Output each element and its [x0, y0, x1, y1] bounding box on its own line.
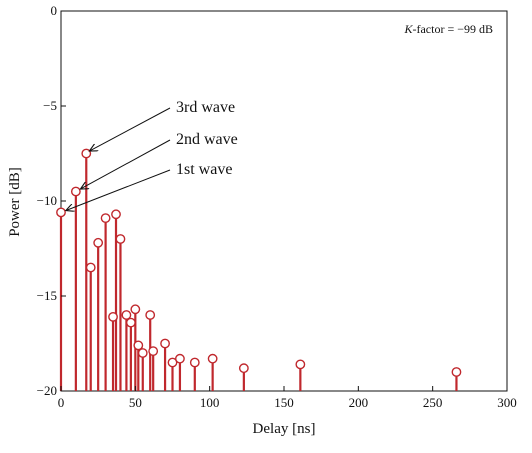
y-tick-label: −15	[37, 288, 57, 303]
y-axis-ticks: 0 −5 −10 −15 −20	[37, 3, 66, 398]
stem-marker	[145, 310, 156, 320]
stem-marker	[70, 186, 81, 197]
y-tick-label: −5	[43, 98, 57, 113]
stem-marker	[207, 353, 218, 364]
x-tick-label: 0	[58, 395, 65, 410]
stem-marker	[189, 357, 200, 368]
annotation-arrow	[67, 169, 171, 210]
annotation-label: 3rd wave	[176, 99, 235, 116]
y-tick-label: −10	[37, 193, 57, 208]
stem-marker	[451, 367, 462, 377]
annotation-arrow	[90, 107, 171, 151]
k-factor-value: -factor = −99 dB	[412, 22, 493, 36]
x-tick-label: 150	[274, 395, 294, 410]
stem-marker	[175, 353, 185, 364]
x-tick-label: 300	[497, 395, 517, 410]
stem-marker	[130, 304, 141, 315]
stem-marker	[125, 317, 136, 328]
stem-marker	[115, 234, 126, 244]
annotations-group: 3rd wave 2nd wave 1st wave	[67, 99, 238, 210]
k-factor-symbol: K	[403, 22, 413, 36]
markers-group	[56, 148, 462, 377]
y-axis-title: Power [dB]	[7, 167, 23, 237]
stem-marker	[100, 213, 111, 224]
stem-marker	[93, 237, 104, 248]
x-tick-label: 200	[349, 395, 369, 410]
x-axis-title: Delay [ns]	[253, 421, 316, 437]
stem-marker	[85, 262, 96, 273]
stem-marker	[81, 148, 92, 159]
plot-area-frame	[60, 10, 508, 392]
stem-marker	[148, 346, 159, 356]
stem-marker	[133, 340, 144, 351]
x-tick-label: 250	[423, 395, 443, 410]
annotation-arrow	[81, 139, 171, 189]
y-tick-label: −20	[37, 383, 57, 398]
x-axis-ticks: 0 50 100 150 200 250 300	[58, 386, 517, 410]
x-tick-label: 100	[200, 395, 220, 410]
stem-marker	[111, 209, 121, 220]
stem-marker	[167, 357, 178, 368]
y-tick-label: 0	[51, 3, 58, 18]
stem-marker	[108, 311, 118, 322]
stem-marker	[295, 359, 306, 370]
stem-marker	[121, 310, 132, 320]
annotation-label: 1st wave	[176, 161, 232, 178]
annotation-label: 2nd wave	[176, 131, 238, 148]
k-factor-label: K-factor = −99 dB	[403, 22, 493, 36]
stem-marker	[137, 348, 148, 358]
x-tick-label: 50	[129, 395, 142, 410]
stem-marker	[238, 363, 249, 374]
stem-marker	[160, 338, 170, 349]
stem-marker	[56, 207, 66, 218]
